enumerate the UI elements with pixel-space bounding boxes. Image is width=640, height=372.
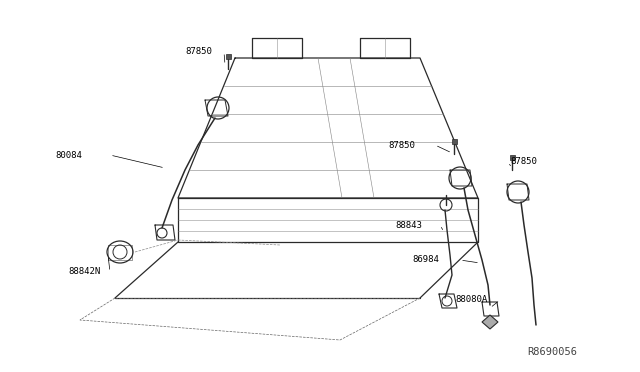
Text: 87850: 87850 — [388, 141, 415, 150]
Polygon shape — [509, 155, 515, 160]
Polygon shape — [451, 139, 456, 144]
Polygon shape — [482, 315, 498, 329]
Text: 88843: 88843 — [395, 221, 422, 230]
Text: 87850: 87850 — [510, 157, 537, 167]
Text: 88842N: 88842N — [68, 267, 100, 276]
Text: 87850: 87850 — [185, 48, 212, 57]
Text: 86984: 86984 — [412, 256, 439, 264]
Polygon shape — [225, 54, 230, 59]
Text: R8690056: R8690056 — [527, 347, 577, 357]
Text: 88080A: 88080A — [455, 295, 487, 305]
Text: 80084: 80084 — [55, 151, 82, 160]
